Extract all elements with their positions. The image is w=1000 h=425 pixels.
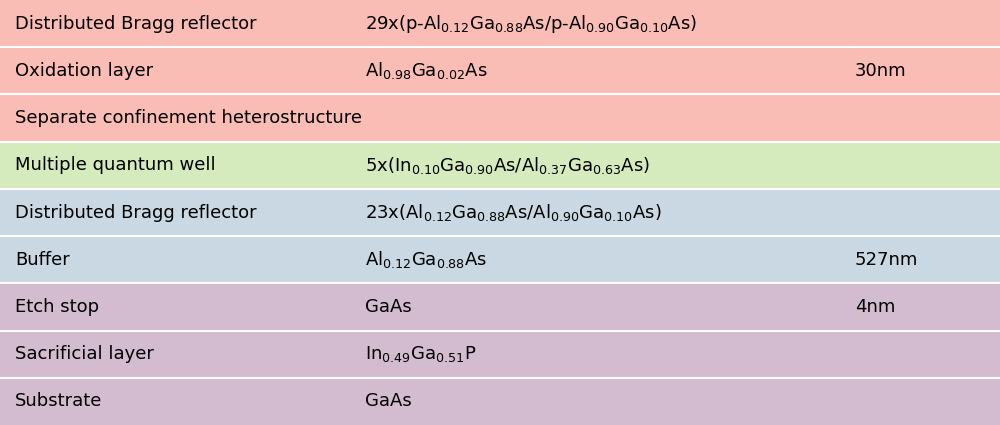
Text: 29x(p-Al$_{0.12}$Ga$_{0.88}$As/p-Al$_{0.90}$Ga$_{0.10}$As): 29x(p-Al$_{0.12}$Ga$_{0.88}$As/p-Al$_{0.… <box>365 13 697 34</box>
Text: 4nm: 4nm <box>855 298 895 316</box>
Text: 527nm: 527nm <box>855 251 918 269</box>
Text: Oxidation layer: Oxidation layer <box>15 62 153 80</box>
Text: Substrate: Substrate <box>15 392 102 411</box>
Bar <box>0 189 1000 236</box>
Text: 23x(Al$_{0.12}$Ga$_{0.88}$As/Al$_{0.90}$Ga$_{0.10}$As): 23x(Al$_{0.12}$Ga$_{0.88}$As/Al$_{0.90}$… <box>365 202 662 223</box>
Text: Etch stop: Etch stop <box>15 298 99 316</box>
Text: Distributed Bragg reflector: Distributed Bragg reflector <box>15 14 257 33</box>
Bar <box>0 378 1000 425</box>
Text: GaAs: GaAs <box>365 298 412 316</box>
Bar <box>0 142 1000 189</box>
Bar <box>0 0 1000 47</box>
Text: In$_{0.49}$Ga$_{0.51}$P: In$_{0.49}$Ga$_{0.51}$P <box>365 344 476 364</box>
Bar <box>0 331 1000 378</box>
Text: GaAs: GaAs <box>365 392 412 411</box>
Bar <box>0 47 1000 94</box>
Text: Multiple quantum well: Multiple quantum well <box>15 156 216 174</box>
Bar <box>0 94 1000 142</box>
Text: Separate confinement heterostructure: Separate confinement heterostructure <box>15 109 362 127</box>
Text: 30nm: 30nm <box>855 62 907 80</box>
Text: Buffer: Buffer <box>15 251 70 269</box>
Text: Al$_{0.98}$Ga$_{0.02}$As: Al$_{0.98}$Ga$_{0.02}$As <box>365 60 488 81</box>
Bar <box>0 236 1000 283</box>
Text: Sacrificial layer: Sacrificial layer <box>15 345 154 363</box>
Bar <box>0 283 1000 331</box>
Text: Al$_{0.12}$Ga$_{0.88}$As: Al$_{0.12}$Ga$_{0.88}$As <box>365 249 487 270</box>
Text: 5x(In$_{0.10}$Ga$_{0.90}$As/Al$_{0.37}$Ga$_{0.63}$As): 5x(In$_{0.10}$Ga$_{0.90}$As/Al$_{0.37}$G… <box>365 155 650 176</box>
Text: Distributed Bragg reflector: Distributed Bragg reflector <box>15 204 257 221</box>
